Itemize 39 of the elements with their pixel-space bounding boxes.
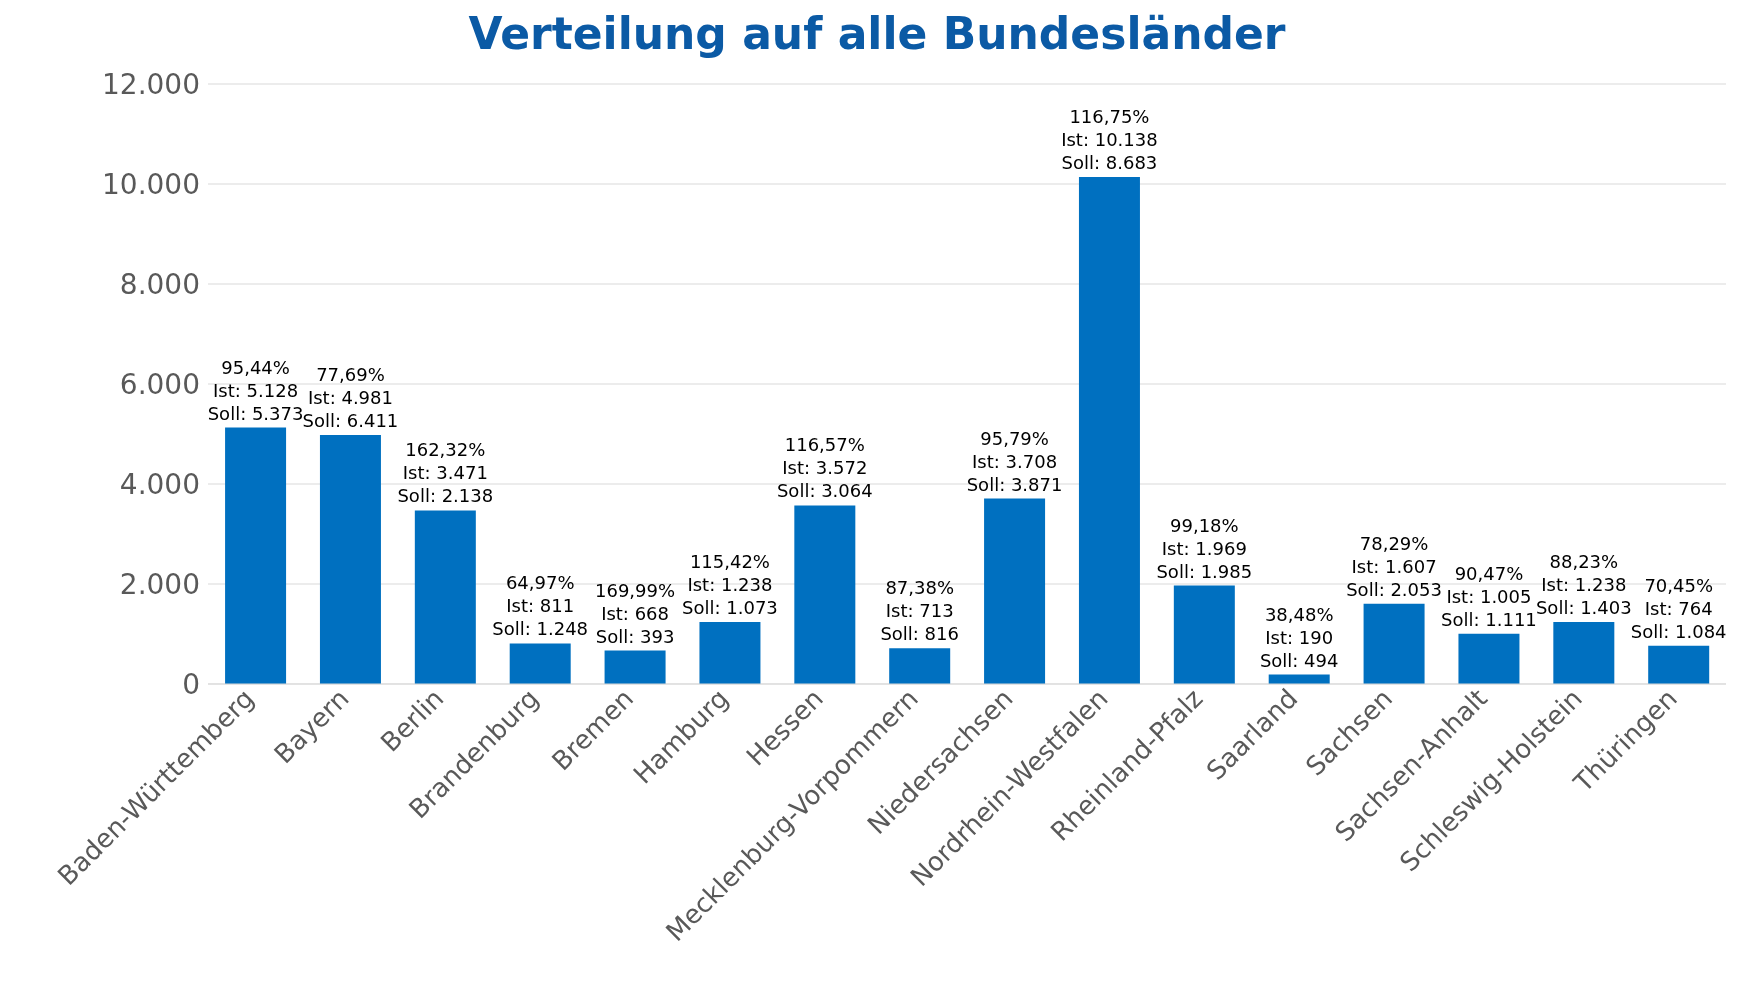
data-label: 95,79% Ist: 3.708 Soll: 3.871 bbox=[966, 427, 1063, 495]
data-label: 162,32% Ist: 3.471 Soll: 2.138 bbox=[397, 439, 494, 507]
data-label: 116,75% Ist: 10.138 Soll: 8.683 bbox=[1061, 106, 1158, 174]
data-label: 90,47% Ist: 1.005 Soll: 1.111 bbox=[1441, 562, 1537, 630]
data-label: 64,97% Ist: 811 Soll: 1.248 bbox=[492, 572, 589, 640]
data-label: 38,48% Ist: 190 Soll: 494 bbox=[1259, 603, 1339, 671]
data-label: 99,18% Ist: 1.969 Soll: 1.985 bbox=[1156, 514, 1253, 582]
data-label: 95,44% Ist: 5.128 Soll: 5.373 bbox=[207, 356, 304, 424]
data-label: 77,69% Ist: 4.981 Soll: 6.411 bbox=[302, 363, 399, 431]
y-tick-label: 2.000 bbox=[119, 567, 200, 601]
y-tick-label: 8.000 bbox=[119, 267, 200, 301]
bar bbox=[889, 648, 951, 684]
y-tick-label: 0 bbox=[182, 667, 200, 701]
data-label: 88,23% Ist: 1.238 Soll: 1.403 bbox=[1535, 551, 1632, 619]
data-label: 78,29% Ist: 1.607 Soll: 2.053 bbox=[1346, 532, 1442, 600]
bar bbox=[794, 505, 856, 684]
bar bbox=[1363, 603, 1425, 684]
bar bbox=[225, 427, 287, 684]
bar bbox=[319, 434, 381, 684]
data-label: 116,57% Ist: 3.572 Soll: 3.064 bbox=[776, 434, 873, 502]
bar bbox=[1648, 645, 1710, 684]
bar bbox=[1173, 585, 1235, 684]
data-label: 115,42% Ist: 1.238 Soll: 1.073 bbox=[682, 551, 778, 619]
bar bbox=[1553, 622, 1615, 684]
bar bbox=[984, 498, 1046, 684]
bar bbox=[604, 650, 666, 684]
bar bbox=[1078, 177, 1140, 684]
data-label: 169,99% Ist: 668 Soll: 393 bbox=[595, 579, 676, 647]
y-tick-label: 12.000 bbox=[102, 67, 200, 101]
bar bbox=[414, 510, 476, 684]
bar bbox=[509, 643, 571, 684]
y-tick-label: 6.000 bbox=[119, 367, 200, 401]
bar bbox=[1458, 633, 1520, 684]
data-label: 70,45% Ist: 764 Soll: 1.084 bbox=[1630, 574, 1727, 642]
chart-title: Verteilung auf alle Bundesländer bbox=[467, 8, 1287, 61]
y-tick-label: 10.000 bbox=[102, 167, 200, 201]
data-label: 87,38% Ist: 713 Soll: 816 bbox=[880, 577, 959, 645]
bar bbox=[699, 622, 761, 684]
y-tick-label: 4.000 bbox=[119, 467, 200, 501]
